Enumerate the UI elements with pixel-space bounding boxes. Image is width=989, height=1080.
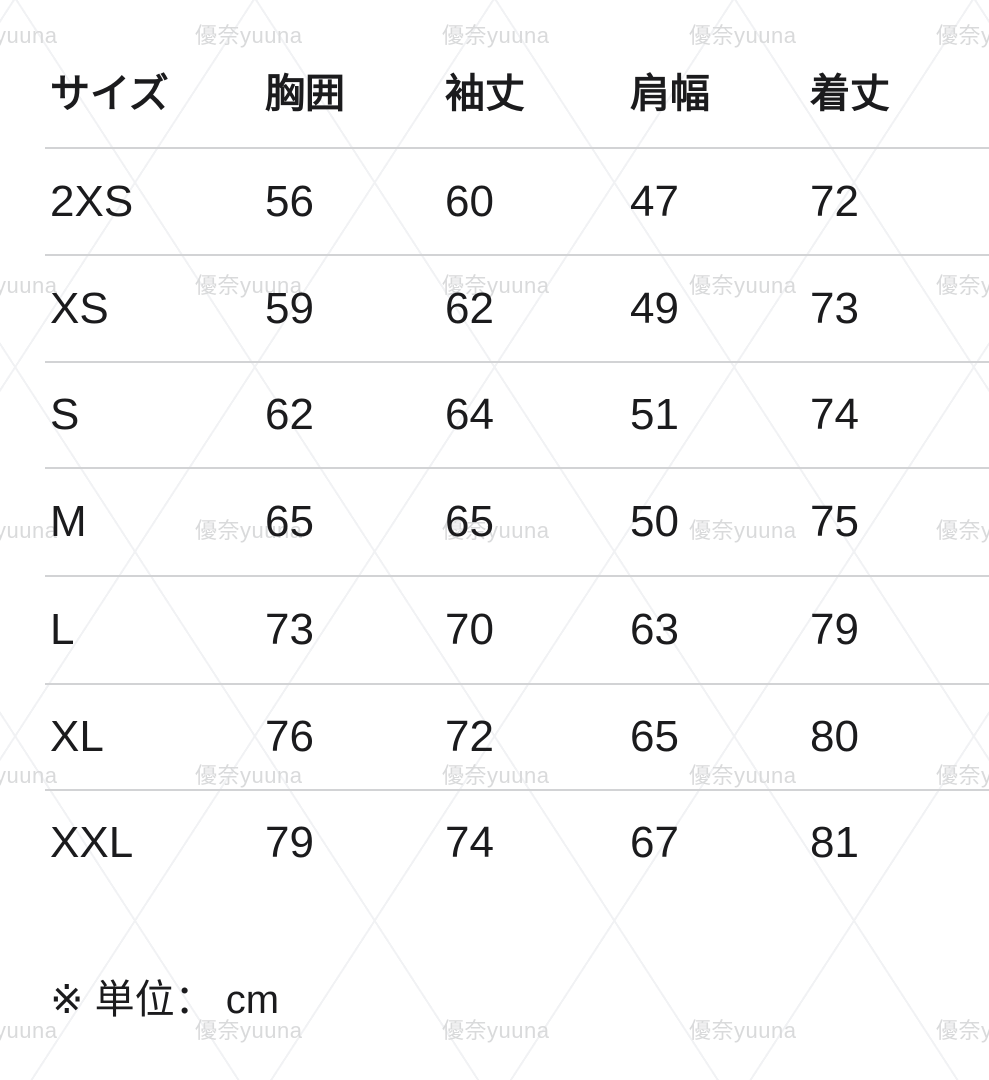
shoulder-value: 63 xyxy=(630,605,679,654)
unit-note: ※ 単位： cm xyxy=(50,978,280,1022)
header-cell-sleeve: 袖丈 xyxy=(445,72,525,116)
table-row-s: S 62 64 51 74 xyxy=(0,393,989,437)
table-row-xxl: XXL 79 74 67 81 xyxy=(0,821,989,865)
length-value: 79 xyxy=(810,605,859,654)
size-cell: XS xyxy=(50,284,109,333)
chest-value: 65 xyxy=(265,497,314,546)
sleeve-value: 70 xyxy=(445,605,494,654)
size-cell: XXL xyxy=(50,818,134,867)
table-row-xl: XL 76 72 65 80 xyxy=(0,715,989,759)
chest-value: 76 xyxy=(265,712,314,761)
row-divider xyxy=(45,789,989,791)
chest-value: 56 xyxy=(265,177,314,226)
length-value: 72 xyxy=(810,177,859,226)
sleeve-value: 74 xyxy=(445,818,494,867)
size-cell: L xyxy=(50,605,75,654)
table-row-l: L 73 70 63 79 xyxy=(0,608,989,652)
table-row-2xs: 2XS 56 60 47 72 xyxy=(0,180,989,224)
table-row-xs: XS 59 62 49 73 xyxy=(0,287,989,331)
shoulder-value: 67 xyxy=(630,818,679,867)
shoulder-value: 47 xyxy=(630,177,679,226)
sleeve-value: 65 xyxy=(445,497,494,546)
shoulder-value: 65 xyxy=(630,712,679,761)
sleeve-value: 72 xyxy=(445,712,494,761)
size-cell: 2XS xyxy=(50,177,134,226)
header-cell-length: 着丈 xyxy=(810,72,890,116)
size-cell: XL xyxy=(50,712,104,761)
length-value: 80 xyxy=(810,712,859,761)
sleeve-value: 62 xyxy=(445,284,494,333)
row-divider xyxy=(45,575,989,577)
shoulder-value: 51 xyxy=(630,390,679,439)
header-cell-shoulder: 肩幅 xyxy=(630,72,710,116)
row-divider xyxy=(45,467,989,469)
sleeve-value: 60 xyxy=(445,177,494,226)
chest-value: 79 xyxy=(265,818,314,867)
chest-value: 62 xyxy=(265,390,314,439)
sleeve-value: 64 xyxy=(445,390,494,439)
chest-value: 73 xyxy=(265,605,314,654)
row-divider xyxy=(45,254,989,256)
length-value: 74 xyxy=(810,390,859,439)
header-cell-chest: 胸囲 xyxy=(265,72,345,116)
length-value: 73 xyxy=(810,284,859,333)
row-divider xyxy=(45,361,989,363)
shoulder-value: 49 xyxy=(630,284,679,333)
chest-value: 59 xyxy=(265,284,314,333)
row-divider xyxy=(45,147,989,149)
size-cell: M xyxy=(50,497,87,546)
table-row-m: M 65 65 50 75 xyxy=(0,500,989,544)
header-cell-size: サイズ xyxy=(50,72,169,116)
table-header-row: サイズ 胸囲 袖丈 肩幅 着丈 xyxy=(0,74,989,114)
length-value: 81 xyxy=(810,818,859,867)
shoulder-value: 50 xyxy=(630,497,679,546)
size-cell: S xyxy=(50,390,80,439)
row-divider xyxy=(45,683,989,685)
length-value: 75 xyxy=(810,497,859,546)
